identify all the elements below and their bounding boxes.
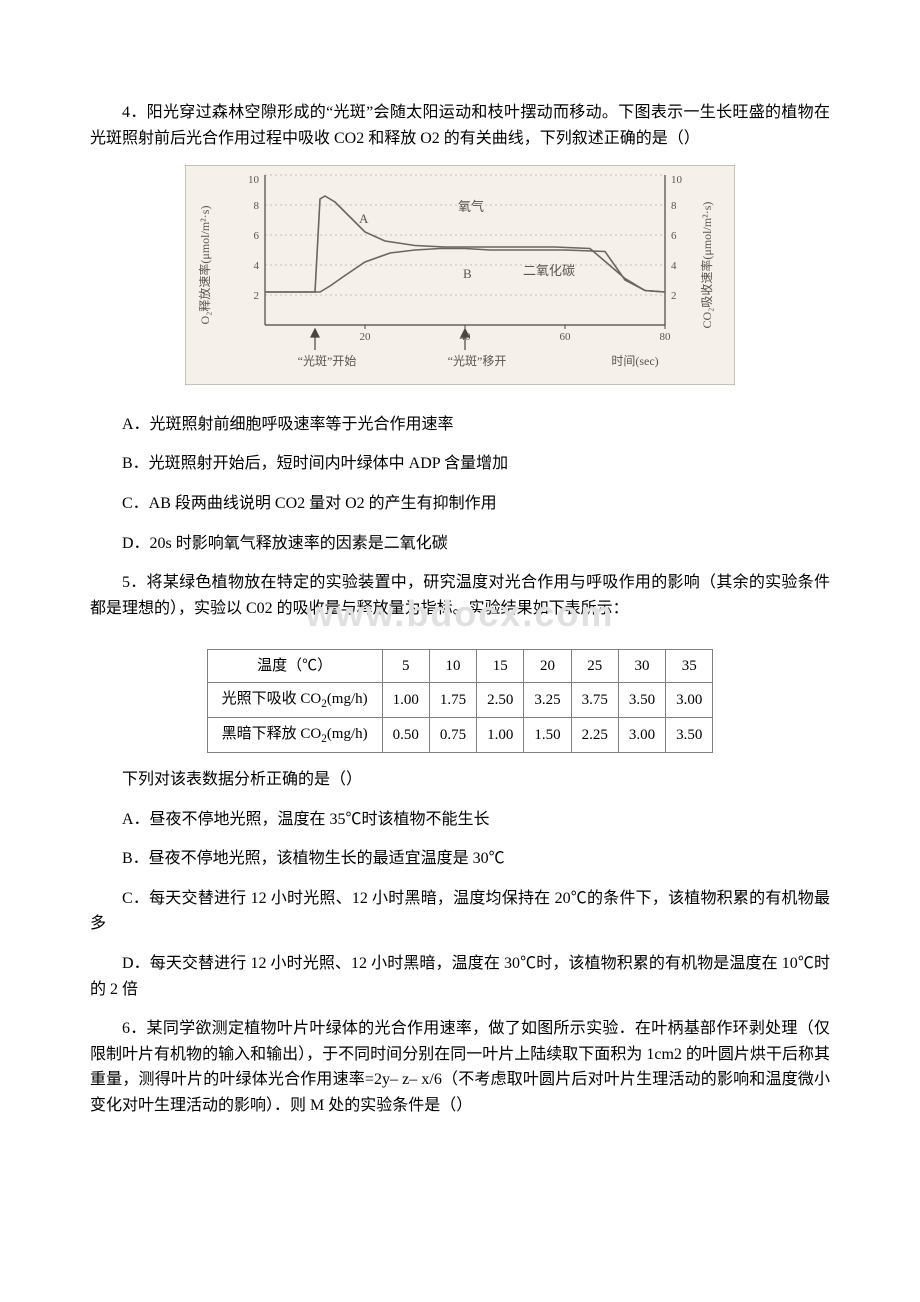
table-header-cell: 10 xyxy=(429,649,476,682)
question-4-option-b: B．光斑照射开始后，短时间内叶绿体中 ADP 含量增加 xyxy=(90,451,830,477)
table-header-cell: 5 xyxy=(382,649,429,682)
table-cell: 2.50 xyxy=(477,682,524,717)
table-header-cell: 15 xyxy=(477,649,524,682)
table-cell: 2.25 xyxy=(571,717,618,752)
table-cell: 黑暗下释放 CO2(mg/h) xyxy=(207,717,382,752)
question-4-stem: 4．阳光穿过森林空隙形成的“光斑”会随太阳运动和枝叶摆动而移动。下图表示一生长旺… xyxy=(90,100,830,151)
svg-text:CO₂吸收速率(μmol/m²·s): CO₂吸收速率(μmol/m²·s) xyxy=(699,202,714,329)
table-cell: 1.75 xyxy=(429,682,476,717)
question-5-table: 温度（℃） 5 10 15 20 25 30 35 光照下吸收 CO2(mg/h… xyxy=(207,649,714,753)
table-header-cell: 温度（℃） xyxy=(207,649,382,682)
svg-text:氧气: 氧气 xyxy=(458,199,484,214)
question-4-figure: 20 40 60 80 2 4 6 8 10 2 4 6 xyxy=(90,165,830,394)
question-5-option-a: A．昼夜不停地光照，温度在 35℃时该植物不能生长 xyxy=(90,807,830,833)
svg-text:2: 2 xyxy=(254,290,260,302)
svg-text:“光斑”移开: “光斑”移开 xyxy=(448,354,507,368)
svg-text:“光斑”开始: “光斑”开始 xyxy=(298,354,357,368)
svg-text:时间(sec): 时间(sec) xyxy=(611,354,658,368)
svg-text:O₂释放速率(μmol/m²·s): O₂释放速率(μmol/m²·s) xyxy=(197,206,212,325)
svg-text:8: 8 xyxy=(254,200,260,212)
question-4-option-a: A．光斑照射前细胞呼吸速率等于光合作用速率 xyxy=(90,412,830,438)
table-cell: 3.25 xyxy=(524,682,571,717)
svg-text:6: 6 xyxy=(254,230,260,242)
svg-text:A: A xyxy=(359,211,369,226)
svg-text:8: 8 xyxy=(671,200,677,212)
svg-text:二氧化碳: 二氧化碳 xyxy=(523,263,575,278)
table-cell: 3.75 xyxy=(571,682,618,717)
table-cell: 3.50 xyxy=(618,682,665,717)
table-cell: 光照下吸收 CO2(mg/h) xyxy=(207,682,382,717)
table-cell: 1.00 xyxy=(477,717,524,752)
question-5-option-b: B．昼夜不停地光照，该植物生长的最适宜温度是 30℃ xyxy=(90,846,830,872)
svg-text:20: 20 xyxy=(360,331,372,343)
svg-text:4: 4 xyxy=(671,260,677,272)
line-chart-svg: 20 40 60 80 2 4 6 8 10 2 4 6 xyxy=(185,165,735,385)
svg-text:6: 6 xyxy=(671,230,677,242)
document-page: 4．阳光穿过森林空隙形成的“光斑”会随太阳运动和枝叶摆动而移动。下图表示一生长旺… xyxy=(0,0,920,1192)
table-cell: 3.00 xyxy=(666,682,713,717)
svg-text:10: 10 xyxy=(671,174,683,186)
table-cell: 1.00 xyxy=(382,682,429,717)
svg-text:B: B xyxy=(463,266,472,281)
svg-text:60: 60 xyxy=(560,331,572,343)
table-header-cell: 25 xyxy=(571,649,618,682)
table-cell: 1.50 xyxy=(524,717,571,752)
svg-text:10: 10 xyxy=(248,174,260,186)
svg-text:2: 2 xyxy=(671,290,677,302)
table-header-cell: 35 xyxy=(666,649,713,682)
table-header-cell: 20 xyxy=(524,649,571,682)
question-4-option-c: C．AB 段两曲线说明 CO2 量对 O2 的产生有抑制作用 xyxy=(90,491,830,517)
table-cell: 0.50 xyxy=(382,717,429,752)
table-header-cell: 30 xyxy=(618,649,665,682)
table-cell: 3.50 xyxy=(666,717,713,752)
question-5-option-d: D．每天交替进行 12 小时光照、12 小时黑暗，温度在 30℃时，该植物积累的… xyxy=(90,951,830,1002)
table-cell: 0.75 xyxy=(429,717,476,752)
svg-text:80: 80 xyxy=(660,331,672,343)
svg-text:4: 4 xyxy=(254,260,260,272)
question-6-stem: 6．某同学欲测定植物叶片叶绿体的光合作用速率，做了如图所示实验．在叶柄基部作环剥… xyxy=(90,1016,830,1118)
question-4-option-d: D．20s 时影响氧气释放速率的因素是二氧化碳 xyxy=(90,531,830,557)
question-5-option-c: C．每天交替进行 12 小时光照、12 小时黑暗，温度均保持在 20℃的条件下，… xyxy=(90,886,830,937)
table-cell: 3.00 xyxy=(618,717,665,752)
question-5-lead: 下列对该表数据分析正确的是（） xyxy=(90,767,830,793)
question-5-stem: 5．将某绿色植物放在特定的实验装置中，研究温度对光合作用与呼吸作用的影响（其余的… xyxy=(90,570,830,621)
